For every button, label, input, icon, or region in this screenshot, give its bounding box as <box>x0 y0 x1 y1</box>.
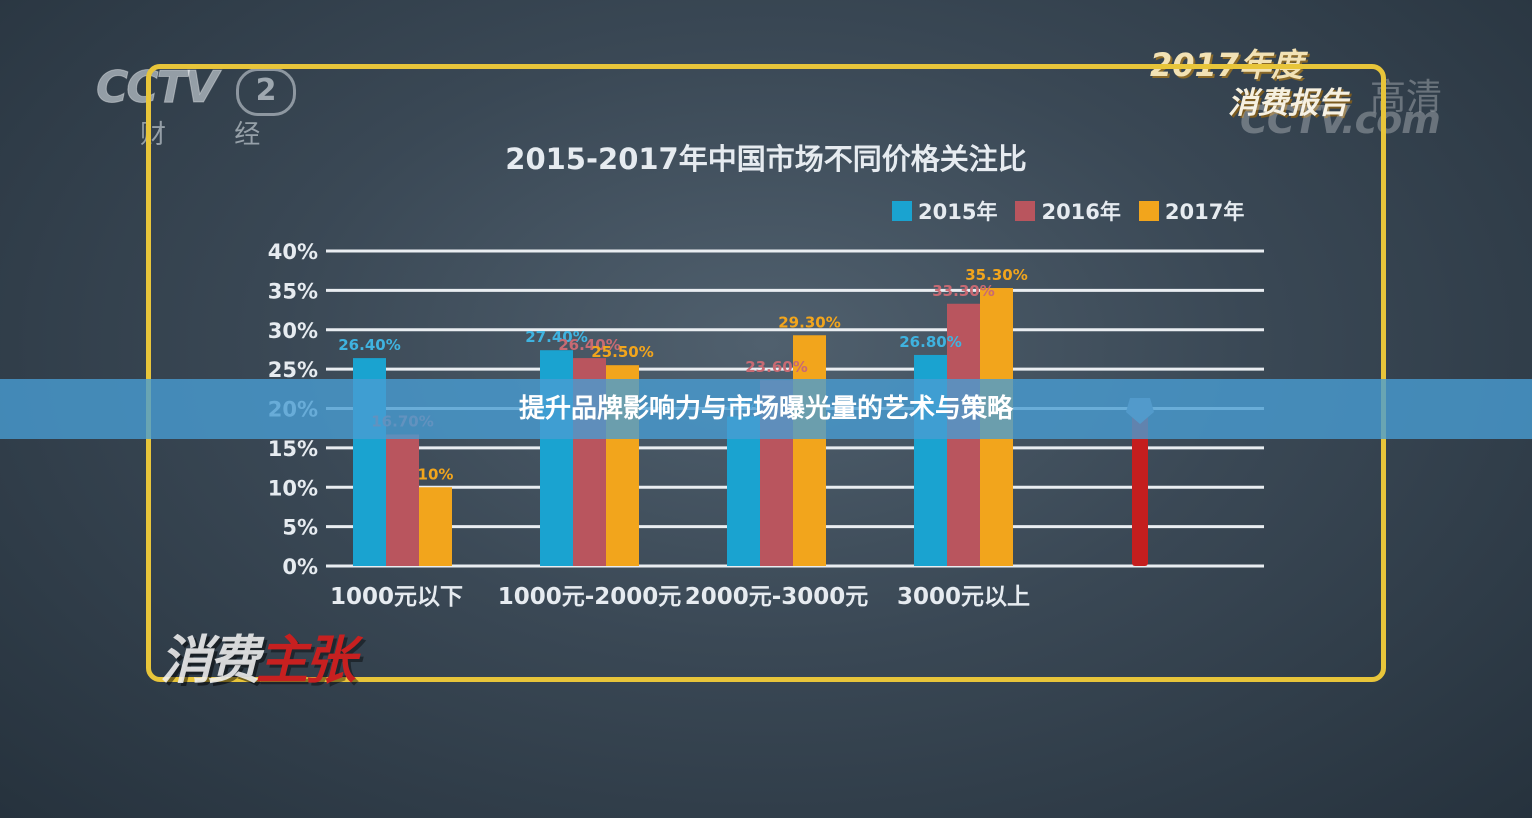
show-logo: 消费主张 <box>160 618 450 698</box>
data-label: 10% <box>418 465 454 483</box>
thermometer-indicator-stem <box>1132 412 1148 566</box>
bar-2-2 <box>793 335 826 566</box>
banner-text: 提升品牌影响力与市场曝光量的艺术与策略 <box>518 394 1013 424</box>
data-label: 27.40% <box>525 328 587 346</box>
x-category-label: 2000元-3000元 <box>685 584 869 610</box>
data-label: 26.40% <box>338 336 400 354</box>
legend-label-2015: 2015年 <box>918 200 998 224</box>
cctv-watermark: 高清 CCTV.com <box>1240 68 1500 148</box>
bar-1-0 <box>386 434 419 566</box>
y-tick-label: 5% <box>282 516 318 540</box>
report-name: 消费报告 <box>1228 86 1348 121</box>
x-category-label: 1000元以下 <box>330 584 463 610</box>
legend-swatch-2015 <box>892 201 912 221</box>
x-category-label: 3000元以上 <box>897 584 1030 610</box>
y-tick-label: 35% <box>268 279 318 303</box>
data-label: 29.30% <box>778 313 840 331</box>
legend-label-2017: 2017年 <box>1164 200 1245 224</box>
data-label: 23.60% <box>745 358 807 376</box>
data-label: 33.30% <box>932 282 994 300</box>
show-logo-text-a: 消费 <box>160 631 260 691</box>
y-tick-label: 25% <box>268 358 318 382</box>
title-banner: 提升品牌影响力与市场曝光量的艺术与策略 <box>0 379 1532 439</box>
data-label: 26.80% <box>899 333 961 351</box>
chart-title: 2015-2017年中国市场不同价格关注比 <box>505 142 1027 176</box>
chart-frame <box>146 64 1386 682</box>
data-label: 26.40% <box>558 336 620 354</box>
bar-2-0 <box>419 487 452 566</box>
legend-item-2015: 2015年 <box>892 196 997 226</box>
data-label: 35.30% <box>965 266 1027 284</box>
y-tick-label: 10% <box>268 476 318 500</box>
legend-item-2016: 2016年 <box>1015 196 1121 226</box>
data-label: 25.50% <box>591 343 653 361</box>
channel-number: 2 <box>236 68 296 116</box>
y-tick-label: 15% <box>268 437 318 461</box>
y-tick-label: 30% <box>268 319 318 343</box>
legend-item-2017: 2017年 <box>1138 196 1245 226</box>
show-logo-text-b: 主张 <box>256 631 356 691</box>
legend-swatch-2016 <box>1015 201 1036 221</box>
report-badge: 2017年度 消费报告 <box>1150 40 1370 121</box>
y-tick-label: 0% <box>282 555 318 579</box>
y-tick-label: 40% <box>268 240 318 264</box>
legend-swatch-2017 <box>1138 201 1159 221</box>
watermark-site: CCTV.com <box>1240 98 1441 142</box>
bar-0-2 <box>727 416 760 566</box>
x-category-label: 1000元-2000元 <box>498 584 682 610</box>
chart-legend: 2015年 2016年 2017年 <box>892 196 1244 226</box>
channel-subtitle: 财 经 <box>140 120 291 150</box>
legend-label-2016: 2016年 <box>1041 200 1121 224</box>
